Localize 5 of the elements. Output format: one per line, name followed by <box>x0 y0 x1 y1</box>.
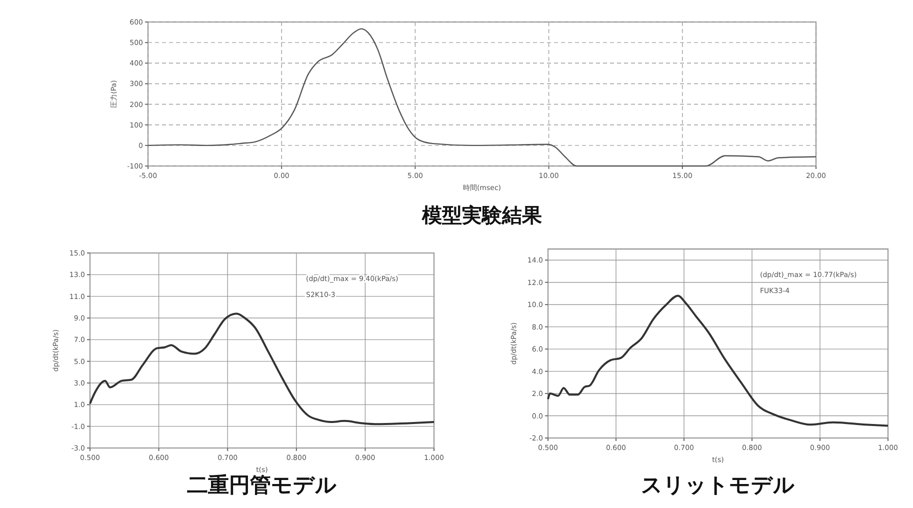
line-series <box>89 312 435 426</box>
line-series <box>547 294 889 427</box>
text: スリットモデル <box>641 473 795 497</box>
text: 模型実験結果 <box>421 203 543 227</box>
text: 二重円管モデル <box>187 473 337 497</box>
